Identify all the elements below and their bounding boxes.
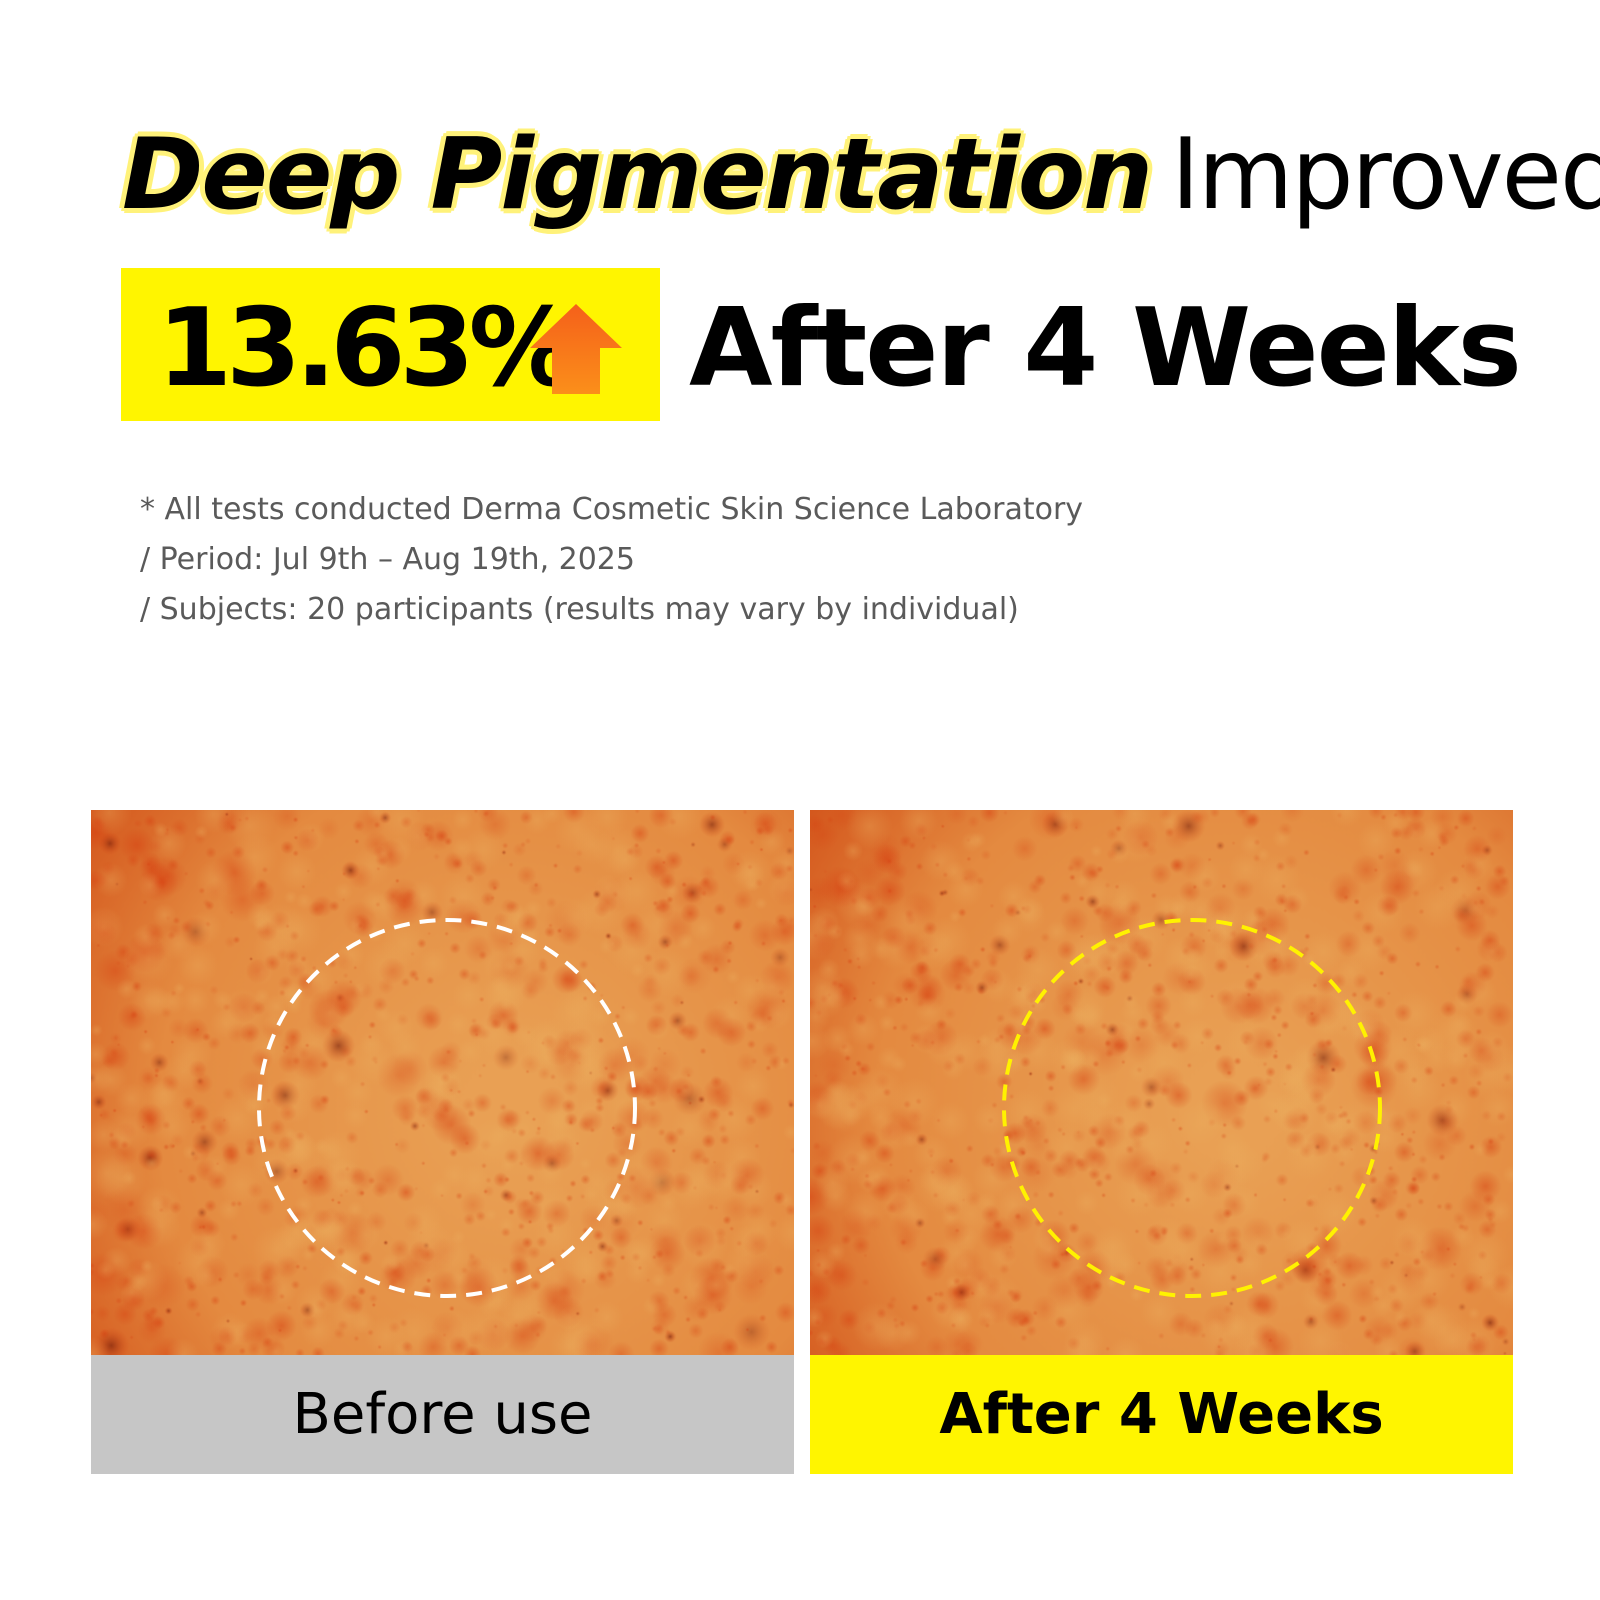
footnote: / Subjects: 20 participants (results may…: [140, 592, 1019, 627]
stat-value: 13.63%: [157, 286, 577, 411]
before-photo: [91, 810, 794, 1355]
footnote: / Period: Jul 9th – Aug 19th, 2025: [140, 542, 635, 577]
headline-rest: Improved: [1170, 118, 1600, 232]
after-label: After 4 Weeks: [810, 1355, 1513, 1474]
after-photo: [810, 810, 1513, 1355]
after-panel: After 4 Weeks: [810, 810, 1513, 1474]
footnote: * All tests conducted Derma Cosmetic Ski…: [140, 492, 1084, 527]
headline-highlight: Deep Pigmentation: [122, 118, 1153, 232]
highlight-circle: [1002, 918, 1382, 1298]
stat-period: After 4 Weeks: [689, 286, 1522, 411]
before-panel: Before use: [91, 810, 794, 1474]
highlight-circle: [257, 918, 637, 1298]
headline: Deep Pigmentation Improved: [122, 118, 1600, 232]
skin-image: [91, 810, 794, 1355]
stat-badge: 13.63%: [121, 268, 660, 421]
arrow-up-icon: [530, 304, 622, 394]
footnotes: * All tests conducted Derma Cosmetic Ski…: [140, 485, 1083, 635]
skin-image: [810, 810, 1513, 1355]
before-label: Before use: [91, 1355, 794, 1474]
